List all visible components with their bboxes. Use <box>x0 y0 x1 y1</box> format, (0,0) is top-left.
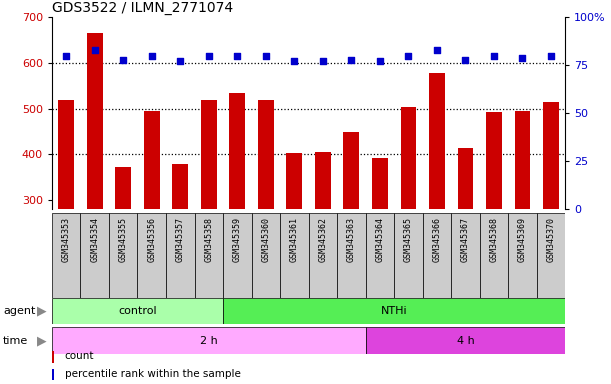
Text: GSM345364: GSM345364 <box>375 217 384 262</box>
Text: GSM345366: GSM345366 <box>433 217 441 262</box>
Text: GSM345369: GSM345369 <box>518 217 527 262</box>
Point <box>204 53 214 59</box>
Point <box>432 47 442 53</box>
Bar <box>458 147 473 209</box>
Text: time: time <box>3 336 28 346</box>
Bar <box>109 213 137 298</box>
Bar <box>365 327 565 354</box>
Point <box>318 58 327 65</box>
Text: GSM345363: GSM345363 <box>347 217 356 262</box>
Text: GDS3522 / ILMN_2771074: GDS3522 / ILMN_2771074 <box>52 1 233 15</box>
Text: NTHi: NTHi <box>381 306 408 316</box>
Bar <box>81 213 109 298</box>
Text: GSM345356: GSM345356 <box>147 217 156 262</box>
Bar <box>287 153 302 209</box>
Text: percentile rank within the sample: percentile rank within the sample <box>65 369 241 379</box>
Point <box>346 56 356 63</box>
Text: GSM345367: GSM345367 <box>461 217 470 262</box>
Bar <box>429 73 445 209</box>
Bar <box>394 213 423 298</box>
Text: GSM345357: GSM345357 <box>176 217 185 262</box>
Point <box>175 58 185 65</box>
Bar <box>309 213 337 298</box>
Text: 4 h: 4 h <box>456 336 474 346</box>
Bar <box>508 213 536 298</box>
Point <box>489 53 499 59</box>
Point <box>119 56 128 63</box>
Bar <box>258 99 274 209</box>
Bar <box>543 102 559 209</box>
Point <box>403 53 413 59</box>
Bar <box>480 213 508 298</box>
Bar <box>423 213 451 298</box>
Bar <box>315 152 331 209</box>
Text: GSM345361: GSM345361 <box>290 217 299 262</box>
Point <box>461 56 470 63</box>
Text: GSM345368: GSM345368 <box>489 217 499 262</box>
Bar <box>52 327 365 354</box>
Text: GSM345365: GSM345365 <box>404 217 413 262</box>
Text: agent: agent <box>3 306 35 316</box>
Text: control: control <box>118 306 157 316</box>
Bar <box>172 164 188 209</box>
Point <box>546 53 556 59</box>
Bar <box>166 213 194 298</box>
Point <box>61 53 71 59</box>
Text: count: count <box>65 351 94 361</box>
Bar <box>201 99 216 209</box>
Text: ▶: ▶ <box>37 305 46 318</box>
Text: GSM345358: GSM345358 <box>204 217 213 262</box>
Bar <box>514 111 530 209</box>
Text: GSM345360: GSM345360 <box>262 217 270 262</box>
Bar <box>52 298 223 324</box>
Bar <box>144 111 159 209</box>
Bar <box>223 213 252 298</box>
Point <box>90 47 100 53</box>
Point <box>147 53 156 59</box>
Bar <box>229 93 245 209</box>
Point <box>375 58 385 65</box>
Bar <box>486 113 502 209</box>
Text: 2 h: 2 h <box>200 336 218 346</box>
Text: GSM345355: GSM345355 <box>119 217 128 262</box>
Bar <box>194 213 223 298</box>
Point <box>232 53 242 59</box>
Bar <box>115 167 131 209</box>
Bar <box>337 213 365 298</box>
Bar <box>52 213 81 298</box>
Point <box>518 55 527 61</box>
Bar <box>365 213 394 298</box>
Text: GSM345353: GSM345353 <box>62 217 71 262</box>
Point <box>261 53 271 59</box>
Bar <box>401 108 416 209</box>
Bar <box>52 369 54 380</box>
Text: ▶: ▶ <box>37 334 46 347</box>
Bar <box>87 33 103 209</box>
Bar <box>280 213 309 298</box>
Text: GSM345354: GSM345354 <box>90 217 99 262</box>
Bar <box>223 298 565 324</box>
Bar <box>372 157 388 209</box>
Bar <box>451 213 480 298</box>
Point <box>290 58 299 65</box>
Text: GSM345359: GSM345359 <box>233 217 242 262</box>
Bar <box>59 99 74 209</box>
Bar <box>343 132 359 209</box>
Bar <box>137 213 166 298</box>
Text: GSM345370: GSM345370 <box>546 217 555 262</box>
Text: GSM345362: GSM345362 <box>318 217 327 262</box>
Bar <box>252 213 280 298</box>
Bar <box>536 213 565 298</box>
Bar <box>52 351 54 363</box>
